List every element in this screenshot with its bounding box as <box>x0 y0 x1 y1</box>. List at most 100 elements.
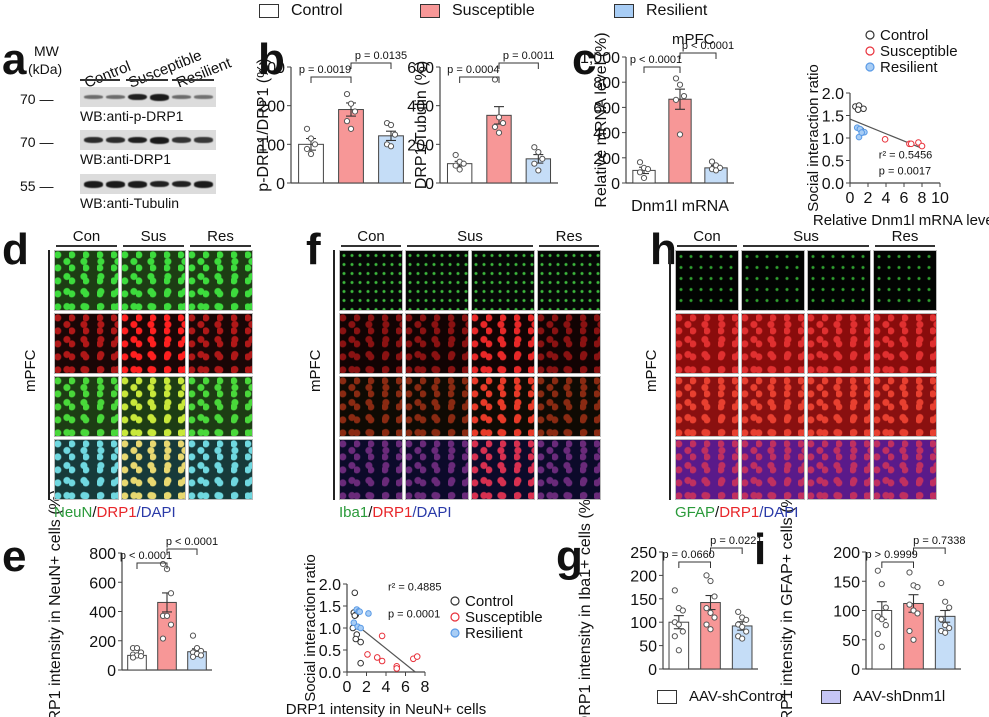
x-tick-label: 4 <box>882 190 891 207</box>
data-point <box>452 151 459 159</box>
column-underline <box>407 245 533 247</box>
x-tick-label: 2 <box>362 679 371 696</box>
significance-bracket <box>881 561 914 568</box>
legend-label-control: Control <box>880 27 928 44</box>
data-point <box>133 644 141 652</box>
blot-band <box>128 136 147 144</box>
data-point <box>711 614 718 621</box>
micrograph-tile <box>54 313 119 374</box>
micrograph-tile <box>741 250 805 311</box>
micrograph-tile <box>54 250 119 311</box>
blot-strip <box>80 174 216 194</box>
y-tick-label: 1.5 <box>822 109 844 126</box>
y-tick-label: 2.0 <box>822 86 844 103</box>
legend-swatch-aav-shcontrol <box>657 689 677 704</box>
data-point <box>387 121 395 129</box>
blot-strip <box>80 87 216 107</box>
bar-susceptible <box>668 98 692 184</box>
legend-item-aav-shcontrol: AAV-shControl <box>657 688 786 705</box>
data-point <box>499 119 507 127</box>
y-tick-label: 0 <box>851 662 860 679</box>
p-value-label: p = 0.0019 <box>299 64 351 76</box>
column-label-res: Res <box>555 228 583 245</box>
y-tick-label: 0 <box>611 176 620 193</box>
micrograph-tile <box>339 250 403 311</box>
y-tick-label: 50 <box>639 639 657 656</box>
data-point <box>874 613 881 620</box>
y-tick-label: 600 <box>407 60 434 77</box>
y-tick-label: 200 <box>630 568 657 585</box>
data-point <box>193 644 201 652</box>
micrograph-tile <box>54 439 119 500</box>
bar-susceptible <box>338 109 364 184</box>
micrograph-tile <box>807 439 871 500</box>
scatter-point-susceptible <box>393 665 401 672</box>
micrograph-tile <box>339 376 403 437</box>
blot-label: WB:anti-Tubulin <box>80 195 180 211</box>
y-tick-label: 200 <box>258 99 285 116</box>
scatter-point-resilient <box>365 610 372 617</box>
micrograph-tile <box>741 376 805 437</box>
x-tick-label: 10 <box>931 190 949 207</box>
data-point <box>675 621 682 628</box>
scatter-point-resilient <box>350 619 358 627</box>
legend-swatch-control <box>259 4 279 18</box>
significance-bracket <box>310 76 352 83</box>
data-point <box>703 621 710 628</box>
data-point <box>676 131 684 138</box>
blot-label: WB:anti-p-DRP1 <box>80 108 184 124</box>
scatter-point-susceptible <box>364 651 371 658</box>
y-tick-label: 150 <box>630 592 657 609</box>
legend-label: AAV-shDnm1l <box>853 688 946 705</box>
data-point <box>910 607 917 614</box>
micrograph-tile <box>471 439 535 500</box>
y-tick-label: 0.0 <box>319 665 341 682</box>
micrograph-tile <box>405 439 469 500</box>
data-point <box>307 150 315 158</box>
micrograph-tile <box>675 439 739 500</box>
blot-band <box>194 95 213 99</box>
panel-label-c: c <box>572 35 597 84</box>
data-point <box>129 654 137 661</box>
data-point <box>942 622 949 629</box>
p-value-label: p = 0.0004 <box>447 64 499 76</box>
data-point <box>491 123 499 131</box>
column-underline <box>123 245 184 247</box>
legend-marker-susceptible <box>450 612 460 622</box>
y-tick-label: 300 <box>258 60 285 77</box>
scatter-point-control <box>860 105 867 113</box>
data-point <box>942 629 949 636</box>
region-line <box>333 250 335 500</box>
scatter-point-control <box>357 638 364 646</box>
blot-band <box>128 93 147 101</box>
data-point <box>914 584 921 591</box>
significance-bracket <box>643 66 681 73</box>
data-point <box>671 587 678 594</box>
y-axis-label: Relative mRNA level (%) <box>593 32 610 207</box>
y-axis-label: DRP1/Tubulin (%) <box>413 61 430 189</box>
legend-label-susceptible: Susceptible <box>880 43 958 60</box>
y-tick-label: 0.5 <box>319 643 341 660</box>
micrograph-tile <box>121 313 186 374</box>
micrograph-tile <box>405 250 469 311</box>
stain-name: / <box>368 504 373 521</box>
x-tick-label: 8 <box>918 190 927 207</box>
stain-name: DRP1 <box>719 504 760 521</box>
data-point <box>531 144 538 151</box>
data-point <box>743 616 750 623</box>
micrograph-tile <box>537 313 601 374</box>
micrograph-tile <box>121 439 186 500</box>
column-label-res: Res <box>207 228 234 245</box>
group-line-susceptible <box>126 79 168 81</box>
y-tick-label: 2.0 <box>319 577 341 594</box>
mw-marker: 70 — <box>20 91 54 107</box>
legend-marker-susceptible <box>865 46 875 56</box>
y-tick-label: 0.0 <box>822 176 844 193</box>
blot-band <box>150 136 169 144</box>
legend-label-susceptible: Susceptible <box>465 609 543 626</box>
legend-marker-resilient <box>450 628 460 638</box>
x-tick-label: 4 <box>382 679 391 696</box>
column-underline <box>743 245 869 247</box>
data-point <box>676 81 684 88</box>
data-point <box>675 647 682 654</box>
